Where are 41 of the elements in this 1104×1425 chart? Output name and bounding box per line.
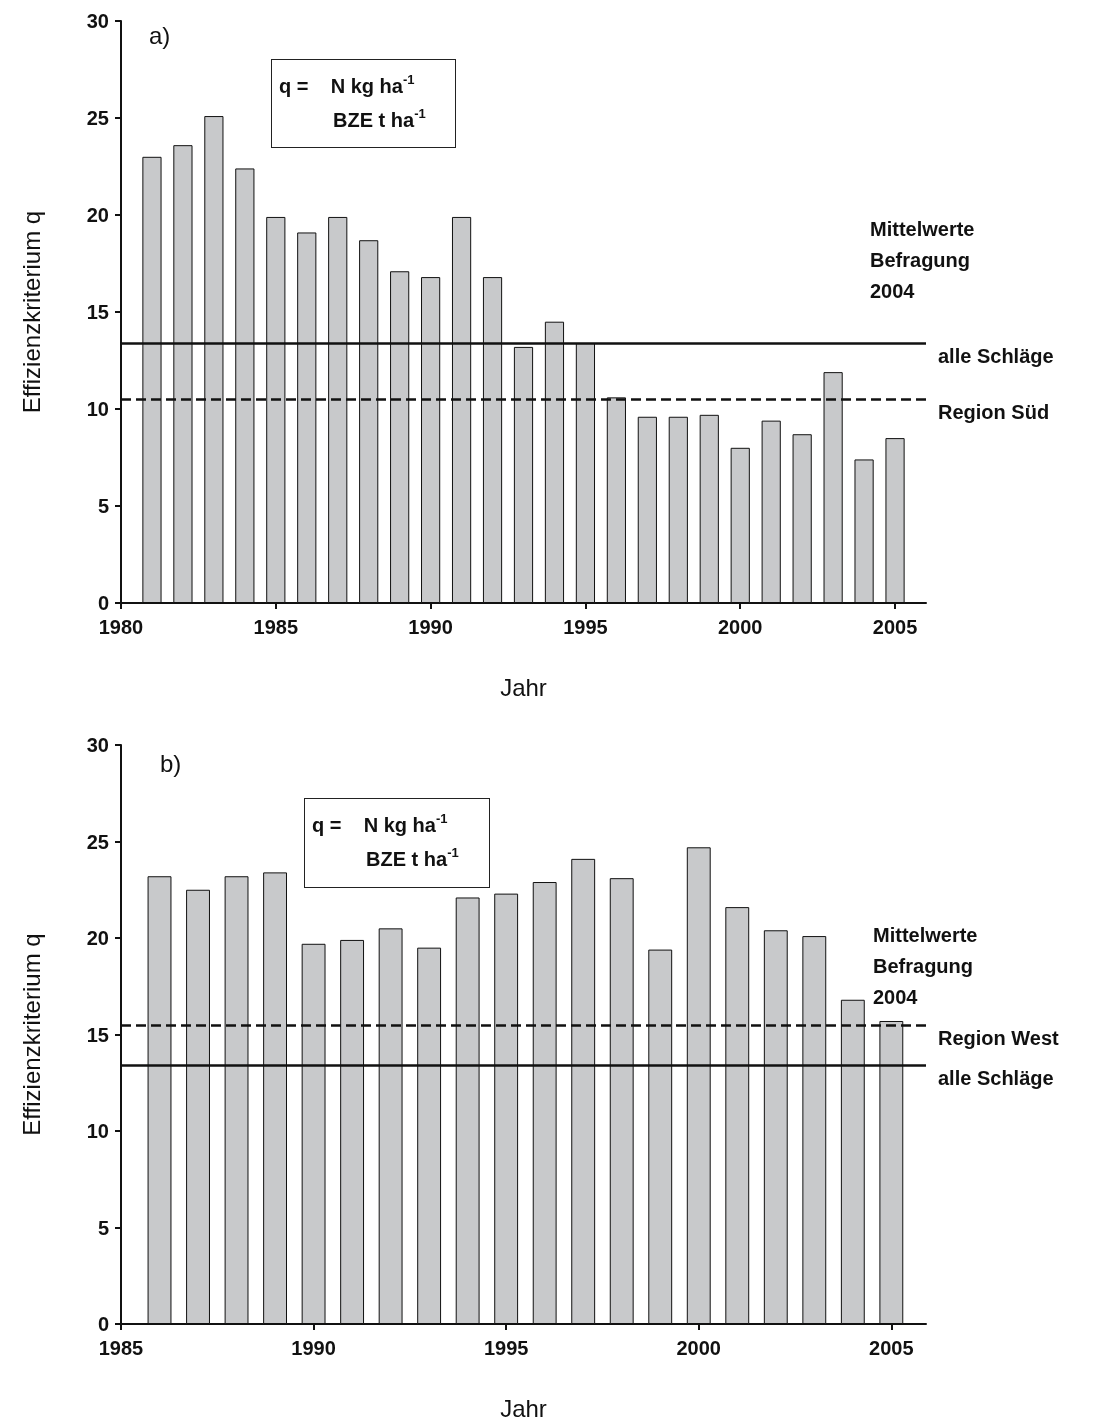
x-axis-title: Jahr	[500, 673, 547, 701]
x-tick-label: 1985	[253, 616, 299, 638]
y-tick-label: 0	[97, 592, 109, 614]
x-axis-title: Jahr	[500, 1394, 547, 1422]
ref-line-label: alle Schläge	[938, 1067, 1054, 1090]
x-tick-label: 1990	[408, 616, 453, 638]
y-tick-label: 30	[86, 734, 109, 756]
annotation: Mittelwerte Befragung 2004	[870, 217, 975, 304]
annotation: BZE t ha$^{-1}$	[333, 105, 426, 132]
ref-line-label: Region West	[938, 1026, 1060, 1049]
y-axis-title: Effizienzkriterium q	[17, 933, 45, 1136]
y-tick-label: 25	[86, 107, 109, 129]
x-tick-label: 1995	[563, 616, 608, 638]
y-tick-label: 10	[86, 398, 109, 420]
annotation: q = N kg ha$^{-1}$	[312, 810, 448, 837]
annotation: b)	[160, 750, 182, 778]
y-tick-label: 25	[86, 830, 109, 853]
y-tick-label: 20	[86, 927, 109, 949]
y-tick-label: 10	[86, 1120, 109, 1142]
x-tick-label: 1985	[98, 1337, 144, 1359]
x-tick-label: 1980	[98, 616, 144, 638]
y-tick-label: 0	[97, 1313, 109, 1335]
y-tick-label: 30	[86, 10, 109, 32]
annotation: q = N kg ha$^{-1}$	[279, 71, 415, 98]
x-tick-label: 2005	[869, 1337, 914, 1359]
y-tick-label: 15	[86, 1023, 109, 1046]
ref-line-label: Region Süd	[938, 401, 1050, 424]
y-tick-label: 5	[97, 495, 109, 517]
annotation: a)	[149, 22, 171, 50]
x-tick-label: 2005	[872, 616, 918, 638]
y-tick-label: 15	[86, 301, 109, 323]
x-tick-label: 1990	[291, 1337, 336, 1359]
annotation: BZE t ha$^{-1}$	[366, 844, 459, 871]
x-tick-label: 2000	[676, 1337, 721, 1359]
y-tick-label: 20	[86, 204, 109, 226]
annotation: Mittelwerte Befragung 2004	[873, 923, 978, 1010]
x-tick-label: 1995	[483, 1337, 529, 1359]
y-tick-label: 5	[97, 1216, 109, 1239]
ref-line-label: alle Schläge	[938, 345, 1054, 368]
x-tick-label: 2000	[717, 616, 763, 638]
y-axis-title: Effizienzkriterium q	[17, 210, 45, 414]
